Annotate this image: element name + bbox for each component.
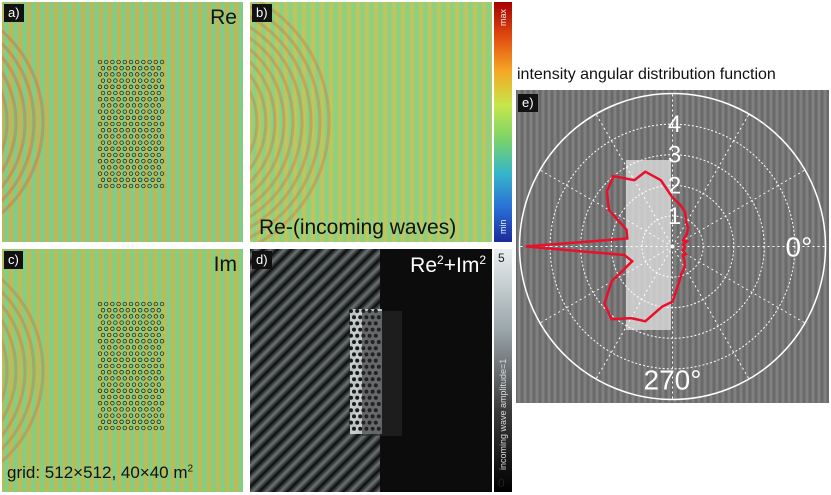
- panel-b: b) Re-(incoming waves): [250, 2, 492, 242]
- colorbar-min: min: [498, 219, 508, 234]
- intensity-curve: [525, 170, 690, 323]
- im-field-map: [2, 249, 243, 492]
- panel-tag: e): [518, 94, 538, 112]
- r-tick-label: 4: [668, 111, 681, 138]
- panel-label: Re: [210, 6, 237, 29]
- panel-d: d) Re2+Im2: [250, 249, 492, 492]
- colorbar-d: [494, 249, 512, 492]
- colorbar-d-max: 5: [498, 251, 505, 265]
- angle-label-0: 0°: [786, 232, 813, 263]
- colorbar-d-axis-label: incoming wave amplitude=1: [498, 358, 508, 470]
- label-re: Re: [410, 254, 438, 277]
- angle-label-270: 270°: [644, 365, 702, 396]
- grid-caption: grid: 512×512, 40×40 m2: [7, 463, 193, 483]
- panel-a: a) Re: [2, 2, 243, 242]
- panel-tag: b): [252, 4, 272, 22]
- re-field-map: [2, 2, 243, 242]
- scattered-field-map: [250, 2, 492, 242]
- r-tick-label: 2: [668, 172, 681, 199]
- panel-tag: a): [4, 4, 24, 22]
- grid-caption-sup: 2: [187, 463, 194, 475]
- grid-caption-text: grid: 512×512, 40×40 m: [7, 463, 188, 482]
- panel-label: Im: [213, 253, 237, 276]
- polar-plot: 1 2 3 4 0° 270°: [516, 90, 829, 403]
- r-tick-label: 1: [668, 203, 681, 230]
- panel-label: Re2+Im2: [410, 253, 486, 278]
- intensity-map: [250, 249, 402, 492]
- panel-e: 1 2 3 4 0° 270° e): [516, 90, 829, 403]
- r-tick-label: 3: [668, 142, 681, 169]
- panel-tag: c): [4, 251, 23, 269]
- panel-tag: d): [252, 251, 272, 269]
- label-plus-im: +Im: [443, 254, 480, 277]
- panel-label: Re-(incoming waves): [259, 216, 457, 239]
- colorbar-d-min: 0: [498, 476, 505, 490]
- colorbar-b: [494, 2, 512, 242]
- label-sup-2: 2: [479, 253, 486, 267]
- polar-title: intensity angular distribution function: [517, 66, 776, 83]
- label-sup-1: 2: [437, 253, 444, 267]
- panel-c: c) Im grid: 512×512, 40×40 m2: [2, 249, 243, 492]
- colorbar-max: max: [498, 8, 508, 26]
